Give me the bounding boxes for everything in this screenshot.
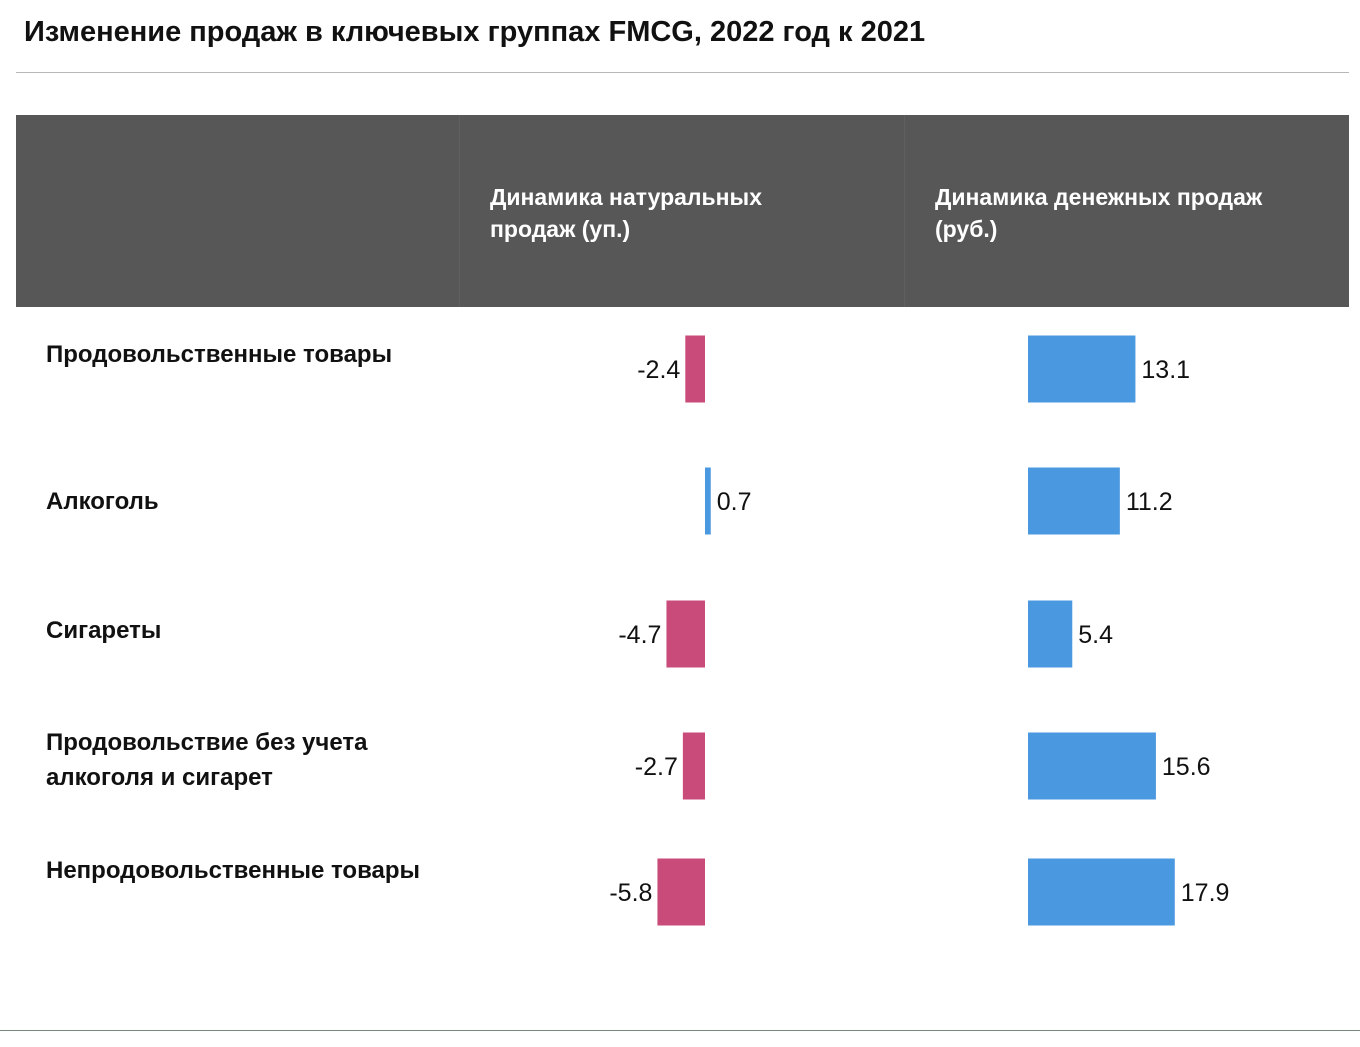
bar-natural-food [685, 335, 705, 403]
table-header: Динамика натуральных продаж (уп.) Динами… [16, 115, 1349, 307]
bar-monetary-nonfood [1028, 858, 1175, 926]
title-divider [16, 72, 1349, 73]
bar-natural-cigarettes [666, 600, 705, 668]
value-label-monetary-food-excl: 15.6 [1162, 753, 1211, 781]
value-label-natural-food: -2.4 [637, 356, 680, 384]
value-label-natural-cigarettes: -4.7 [618, 621, 661, 649]
value-label-monetary-alcohol: 11.2 [1126, 488, 1173, 516]
bar-monetary-cigarettes [1028, 600, 1073, 668]
header-monetary-label: Динамика денежных продаж (руб.) [935, 184, 1263, 242]
value-label-monetary-food: 13.1 [1141, 356, 1190, 384]
row-label-nonfood: Непродовольственные товары [46, 857, 421, 884]
value-label-natural-nonfood: -5.8 [609, 879, 652, 907]
row-label-alcohol: Алкоголь [46, 488, 159, 515]
header-natural-cell: Динамика натуральных продаж (уп.) [459, 115, 904, 307]
row-label-cigarettes: Сигареты [46, 617, 162, 644]
bar-natural-alcohol [705, 467, 711, 535]
value-label-monetary-cigarettes: 5.4 [1078, 621, 1113, 649]
row-label-food: Продовольственные товары [46, 341, 393, 368]
header-monetary-cell: Динамика денежных продаж (руб.) [904, 115, 1349, 307]
bar-monetary-alcohol [1028, 467, 1120, 535]
bar-monetary-food-excl [1028, 732, 1156, 800]
bar-monetary-food [1028, 335, 1136, 403]
page-title: Изменение продаж в ключевых группах FMCG… [24, 16, 926, 48]
bar-natural-food-excl [682, 732, 705, 800]
value-label-natural-food-excl: -2.7 [635, 753, 678, 781]
value-label-natural-alcohol: 0.7 [717, 488, 752, 516]
row-label-food-excl: Продовольствие без учета алкоголя и сига… [46, 729, 368, 791]
bottom-divider [0, 1030, 1360, 1031]
header-natural-label: Динамика натуральных продаж (уп.) [490, 184, 762, 242]
value-label-monetary-nonfood: 17.9 [1181, 879, 1230, 907]
bar-natural-nonfood [657, 858, 705, 926]
